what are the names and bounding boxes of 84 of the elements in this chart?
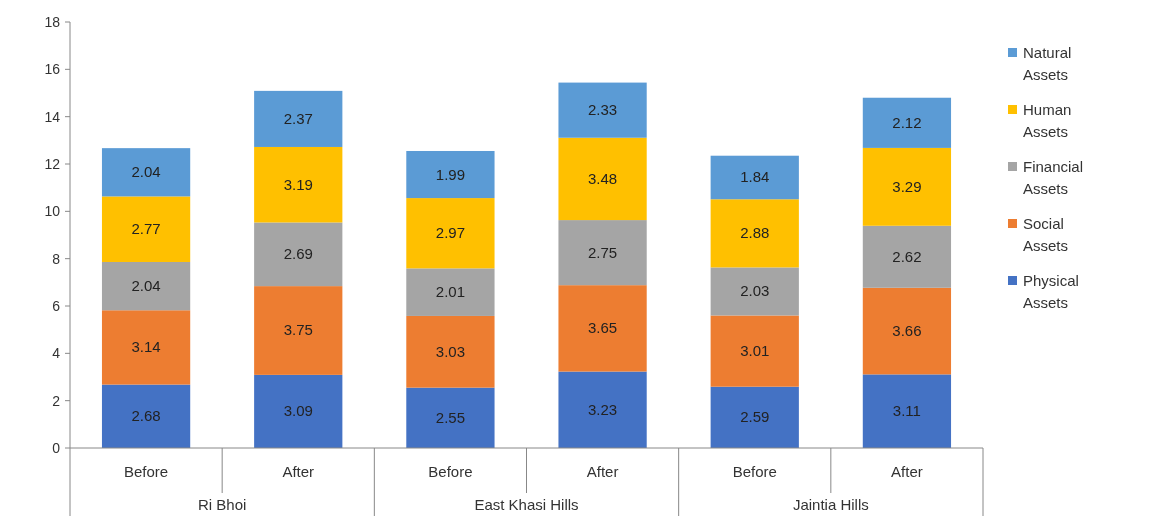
data-label: 3.65 bbox=[587, 319, 618, 337]
text: East Khasi Hills bbox=[474, 496, 579, 513]
y-tick-label: 2 bbox=[52, 392, 61, 409]
bar bbox=[101, 261, 191, 311]
bar bbox=[862, 97, 952, 148]
x-tick-label: After bbox=[891, 463, 923, 480]
y-tick-label: 18 bbox=[44, 14, 61, 30]
bar bbox=[710, 267, 799, 316]
bar bbox=[254, 286, 343, 375]
x-tick-label: Before bbox=[732, 463, 777, 480]
data-label: 3.48 bbox=[587, 169, 618, 187]
y-tick-label: 4 bbox=[52, 345, 61, 362]
y-tick-label: 0 bbox=[52, 440, 61, 456]
bar bbox=[558, 137, 647, 221]
data-label: 2.01 bbox=[435, 283, 466, 301]
bar bbox=[406, 150, 495, 199]
x-tick-label: Before bbox=[123, 463, 169, 480]
data-label: 2.04 bbox=[131, 277, 161, 295]
bar bbox=[254, 90, 343, 147]
data-label: 3.14 bbox=[131, 338, 161, 356]
y-tick-label: 16 bbox=[44, 61, 61, 78]
data-label: 3.03 bbox=[435, 342, 466, 360]
legend-label: Physical Assets bbox=[1023, 272, 1079, 311]
bar bbox=[406, 268, 495, 316]
bar bbox=[101, 310, 191, 385]
x-tick-label: After bbox=[282, 463, 315, 480]
data-label: 2.33 bbox=[587, 101, 618, 119]
bar bbox=[558, 220, 647, 286]
bar bbox=[101, 148, 191, 197]
y-tick-label: 14 bbox=[44, 108, 61, 125]
data-label: 3.66 bbox=[892, 322, 922, 340]
bar bbox=[558, 371, 647, 448]
bar bbox=[101, 384, 191, 448]
bar bbox=[254, 374, 343, 448]
data-label: 3.23 bbox=[587, 400, 618, 418]
data-label: 2.03 bbox=[740, 282, 770, 300]
bar bbox=[710, 155, 799, 200]
bar bbox=[101, 196, 191, 262]
legend-label: Financial Assets bbox=[1023, 158, 1084, 197]
bar bbox=[254, 146, 343, 223]
bar bbox=[254, 222, 343, 287]
data-label: 3.29 bbox=[892, 177, 922, 195]
data-label: 2.68 bbox=[131, 407, 161, 425]
data-label: 2.97 bbox=[435, 224, 466, 242]
data-label: 3.19 bbox=[283, 175, 313, 193]
bar bbox=[862, 287, 952, 375]
data-label: 2.69 bbox=[283, 245, 313, 263]
bar bbox=[558, 82, 647, 138]
bar bbox=[862, 374, 952, 448]
data-label: 3.01 bbox=[740, 342, 770, 360]
bar bbox=[710, 199, 799, 268]
data-label: 2.62 bbox=[892, 247, 922, 265]
bar bbox=[406, 198, 495, 269]
data-label: 3.75 bbox=[283, 321, 313, 339]
bar bbox=[862, 225, 952, 288]
data-label: 1.84 bbox=[740, 168, 770, 186]
x-tick-label: After bbox=[586, 463, 619, 480]
bar bbox=[558, 285, 647, 372]
data-label: 3.09 bbox=[283, 402, 313, 420]
data-label: 2.75 bbox=[587, 243, 618, 261]
data-label: 2.77 bbox=[131, 220, 161, 238]
data-label: 1.99 bbox=[435, 165, 466, 183]
bar bbox=[710, 315, 799, 387]
y-tick-label: 8 bbox=[52, 250, 61, 267]
text: Ri Bhoi bbox=[197, 496, 247, 513]
data-label: 2.55 bbox=[435, 408, 466, 426]
data-label: 2.37 bbox=[283, 109, 313, 127]
x-tick-label: Before bbox=[428, 463, 473, 480]
legend-label: Natural Assets bbox=[1023, 44, 1072, 83]
data-label: 2.88 bbox=[740, 224, 770, 242]
data-label: 2.59 bbox=[740, 408, 770, 426]
bar bbox=[406, 315, 495, 388]
bar bbox=[406, 387, 495, 448]
bar bbox=[862, 147, 952, 226]
y-tick-label: 6 bbox=[52, 298, 61, 314]
y-tick-label: 10 bbox=[44, 203, 61, 220]
text: Jaintia Hills bbox=[792, 496, 869, 513]
y-tick-label: 12 bbox=[44, 156, 61, 172]
data-label: 3.11 bbox=[892, 402, 921, 420]
legend-label: Social Assets bbox=[1023, 215, 1069, 254]
legend-label: Human Assets bbox=[1023, 101, 1072, 140]
data-label: 2.12 bbox=[892, 113, 922, 131]
data-label: 2.04 bbox=[131, 163, 161, 181]
bar bbox=[710, 386, 799, 448]
